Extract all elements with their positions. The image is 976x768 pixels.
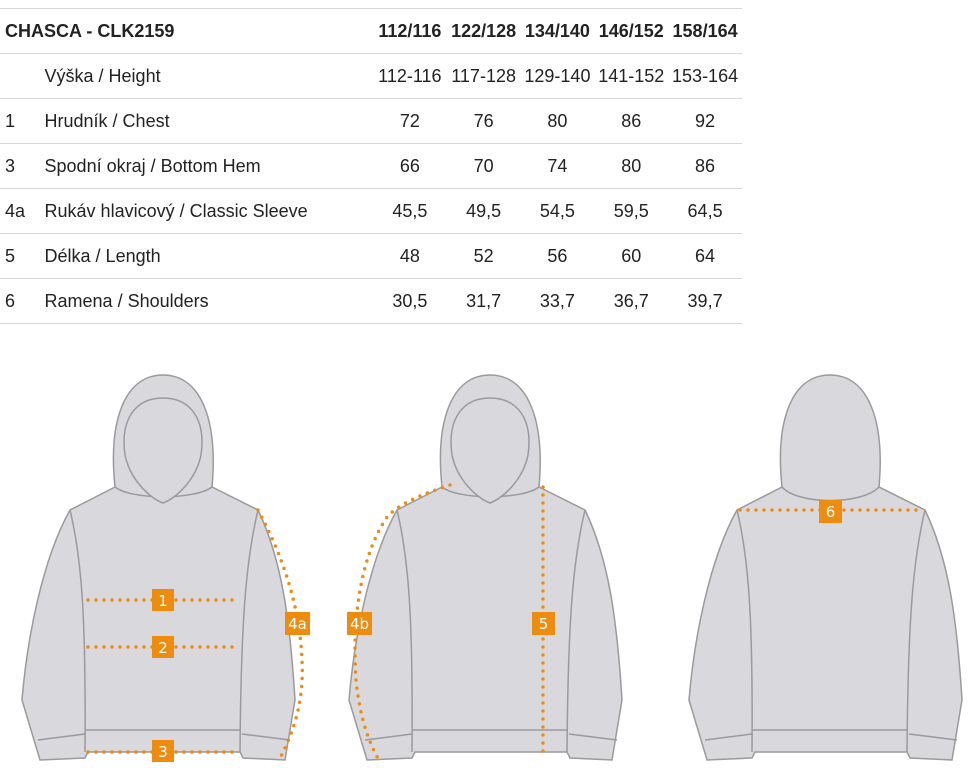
row-label: Spodní okraj / Bottom Hem: [44, 143, 373, 189]
product-title: CHASCA - CLK2159: [0, 8, 373, 54]
table-row: 5 Délka / Length 48 52 56 60 64: [0, 233, 742, 279]
row-number: [0, 53, 45, 99]
table-row: Výška / Height 112-116 117-128 129-140 141-1…: [0, 53, 742, 99]
raglan-sleeve-measure-line: [353, 483, 452, 764]
svg-text:2: 2: [158, 639, 168, 657]
row-value: 86: [594, 98, 669, 144]
row-value: 112-116: [372, 53, 447, 99]
hoodie-back: [688, 374, 963, 761]
table-row: 1 Hrudník / Chest 72 76 80 86 92: [0, 98, 742, 144]
row-value: 129-140: [520, 53, 595, 99]
row-value: 72: [372, 98, 447, 144]
row-number: 4a: [0, 188, 45, 234]
marker-4a: 4a: [285, 612, 310, 635]
row-value: 64: [668, 233, 742, 279]
row-label: Ramena / Shoulders: [44, 278, 373, 324]
row-number: 5: [0, 233, 45, 279]
row-label: Hrudník / Chest: [44, 98, 373, 144]
svg-text:4b: 4b: [350, 615, 369, 633]
row-value: 66: [372, 143, 447, 189]
row-value: 33,7: [520, 278, 595, 324]
row-value: 52: [446, 233, 521, 279]
row-value: 60: [594, 233, 669, 279]
row-value: 45,5: [372, 188, 447, 234]
size-header: 158/164: [668, 8, 742, 54]
row-value: 86: [668, 143, 742, 189]
svg-text:6: 6: [826, 503, 836, 521]
marker-2: 2: [152, 636, 174, 658]
row-value: 59,5: [594, 188, 669, 234]
hoodie-front-raglan: [348, 374, 623, 761]
row-value: 76: [446, 98, 521, 144]
row-value: 117-128: [446, 53, 521, 99]
svg-text:5: 5: [539, 615, 549, 633]
table-row: 4a Rukáv hlavicový / Classic Sleeve 45,5 49…: [0, 188, 742, 234]
row-value: 39,7: [668, 278, 742, 324]
svg-text:3: 3: [158, 743, 168, 761]
row-value: 80: [520, 98, 595, 144]
row-label: Výška / Height: [44, 53, 373, 99]
row-value: 36,7: [594, 278, 669, 324]
row-value: 74: [520, 143, 595, 189]
table-header-row: CHASCA - CLK2159 112/116 122/128 134/140…: [0, 8, 742, 54]
marker-6: 6: [819, 500, 842, 523]
row-value: 54,5: [520, 188, 595, 234]
row-value: 141-152: [594, 53, 669, 99]
table-row: 3 Spodní okraj / Bottom Hem 66 70 74 80 86: [0, 143, 742, 189]
classic-sleeve-measure-line: [256, 508, 305, 764]
row-value: 48: [372, 233, 447, 279]
row-value: 70: [446, 143, 521, 189]
row-value: 30,5: [372, 278, 447, 324]
marker-3: 3: [152, 740, 174, 762]
row-value: 64,5: [668, 188, 742, 234]
row-value: 80: [594, 143, 669, 189]
row-value: 92: [668, 98, 742, 144]
size-header: 112/116: [372, 8, 447, 54]
marker-4b: 4b: [347, 612, 372, 635]
row-number: 6: [0, 278, 45, 324]
hoodie-front-classic: [21, 374, 296, 761]
marker-5: 5: [532, 612, 555, 635]
svg-text:4a: 4a: [288, 615, 307, 633]
row-value: 49,5: [446, 188, 521, 234]
table-row: 6 Ramena / Shoulders 30,5 31,7 33,7 36,7 39,7: [0, 278, 742, 324]
svg-text:1: 1: [158, 592, 168, 610]
row-value: 153-164: [668, 53, 742, 99]
row-value: 31,7: [446, 278, 521, 324]
row-value: 56: [520, 233, 595, 279]
row-label: Rukáv hlavicový / Classic Sleeve: [44, 188, 373, 234]
row-number: 3: [0, 143, 45, 189]
size-table: CHASCA - CLK2159 112/116 122/128 134/140…: [0, 8, 742, 324]
row-number: 1: [0, 98, 45, 144]
marker-1: 1: [152, 589, 174, 611]
row-label: Délka / Length: [44, 233, 373, 279]
